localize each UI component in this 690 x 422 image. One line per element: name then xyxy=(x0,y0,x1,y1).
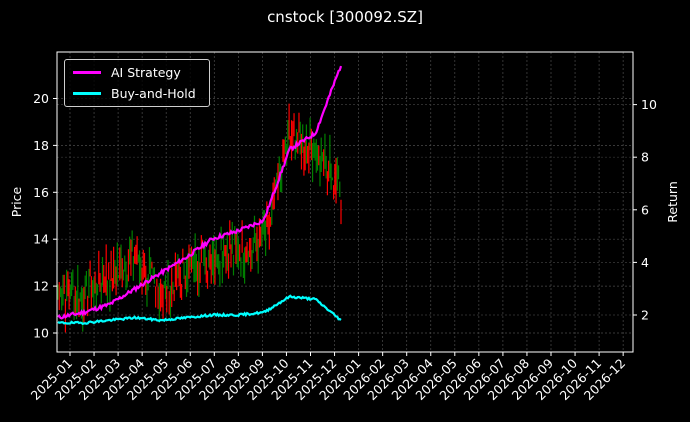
price-candles xyxy=(57,103,342,333)
svg-text:10: 10 xyxy=(33,326,49,341)
left-axis-label: Price xyxy=(9,186,24,217)
svg-text:12: 12 xyxy=(33,279,49,294)
legend-label: AI Strategy xyxy=(111,64,181,80)
buy-and-hold-swatch-icon xyxy=(73,91,101,95)
svg-text:10: 10 xyxy=(641,97,657,112)
svg-text:20: 20 xyxy=(33,91,49,106)
x-axis-ticks: 2025-012025-022025-032025-042025-052025-… xyxy=(28,352,628,403)
svg-text:14: 14 xyxy=(33,232,49,247)
ai-strategy-swatch-icon xyxy=(73,70,101,74)
right-axis-label: Return xyxy=(665,181,680,222)
svg-text:2: 2 xyxy=(641,308,649,323)
right-axis-ticks: 2 4 6 8 10 xyxy=(633,97,657,323)
svg-text:6: 6 xyxy=(641,202,649,217)
grid-lines xyxy=(57,52,633,352)
ai-strategy-line xyxy=(57,65,343,320)
svg-text:4: 4 xyxy=(641,255,649,270)
legend-label: Buy-and-Hold xyxy=(111,85,196,101)
left-axis-ticks: 10 12 14 16 18 20 xyxy=(33,91,57,341)
legend-item-ai-strategy: AI Strategy xyxy=(73,63,181,81)
chart-legend: AI Strategy Buy-and-Hold xyxy=(64,59,210,107)
svg-text:16: 16 xyxy=(33,185,49,200)
buy-and-hold-line xyxy=(57,294,342,326)
plot-frame xyxy=(56,51,634,353)
legend-item-buy-and-hold: Buy-and-Hold xyxy=(73,84,196,102)
chart-title: cnstock [300092.SZ] xyxy=(267,8,423,26)
svg-text:18: 18 xyxy=(33,138,49,153)
svg-text:8: 8 xyxy=(641,150,649,165)
